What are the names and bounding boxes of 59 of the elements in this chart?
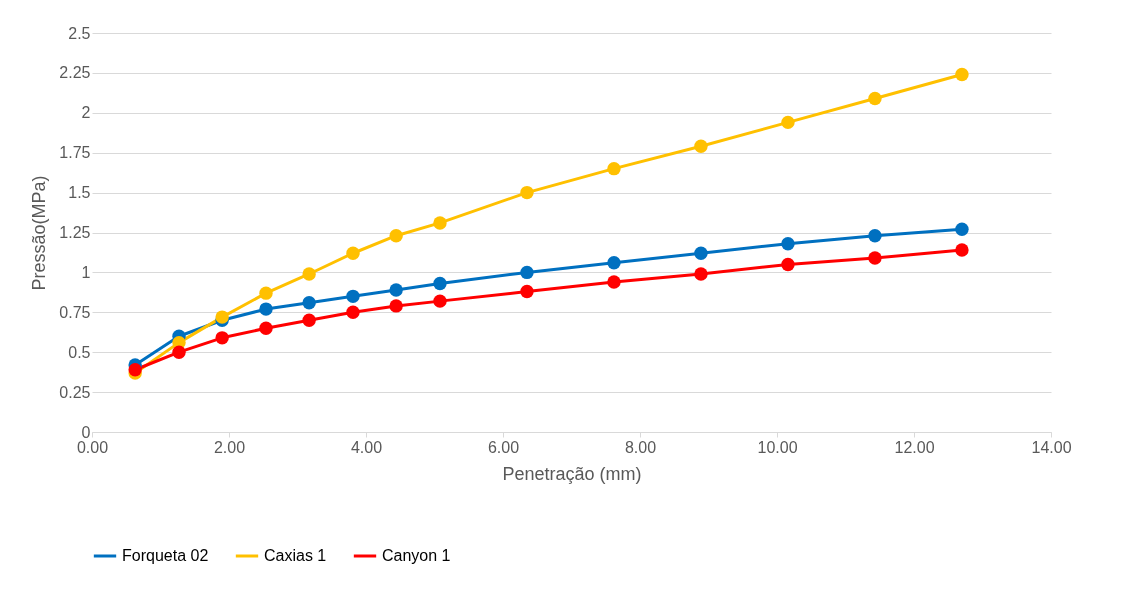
point — [694, 246, 708, 260]
point — [346, 305, 360, 319]
point — [607, 161, 621, 176]
point — [346, 289, 360, 304]
point — [607, 275, 621, 289]
x-tick-label: 12.00 — [894, 438, 935, 456]
y-tick-label: 0.75 — [59, 303, 91, 321]
point — [607, 256, 621, 270]
point — [868, 251, 882, 265]
point — [389, 283, 403, 297]
y-tick-label: 1.25 — [59, 224, 91, 241]
y-tick-label: 2.25 — [59, 64, 91, 82]
point — [694, 267, 708, 281]
y-tick-label: 0.25 — [59, 383, 91, 401]
y-tick-label: 1 — [81, 263, 91, 281]
point — [781, 115, 795, 130]
point — [955, 243, 969, 257]
x-tick-label: 10.00 — [757, 438, 798, 456]
point — [433, 294, 447, 308]
point — [868, 91, 882, 106]
point — [868, 229, 882, 243]
y-tick-label: 0 — [81, 423, 91, 441]
y-axis-title: Pressão(MPa) — [29, 175, 50, 291]
point — [172, 345, 186, 359]
point — [520, 185, 534, 200]
point — [302, 313, 316, 327]
x-tick-label: 6.00 — [487, 438, 520, 456]
x-tick-label: 2.00 — [213, 438, 246, 456]
y-tick-label: 0.5 — [68, 343, 91, 361]
point — [433, 216, 447, 230]
point — [433, 276, 447, 291]
point — [302, 296, 316, 310]
x-axis-title: Penetração (mm) — [502, 463, 642, 484]
y-tick-label: 1.75 — [59, 144, 91, 162]
point — [520, 265, 534, 280]
x-tick-label: 0.00 — [76, 438, 109, 456]
point — [694, 139, 708, 154]
x-tick-label: 4.00 — [350, 438, 383, 456]
point — [259, 302, 273, 316]
legend-label: Caxias 1 — [264, 547, 327, 564]
legend-label: Forqueta 02 — [122, 547, 209, 564]
point — [520, 284, 534, 299]
point — [389, 299, 403, 313]
point — [302, 267, 316, 281]
y-tick-label: 2.5 — [68, 24, 91, 42]
x-tick-label: 14.00 — [1031, 438, 1072, 456]
point — [389, 229, 403, 243]
point — [955, 222, 969, 236]
point — [346, 246, 360, 260]
y-tick-label: 2 — [81, 104, 91, 122]
legend-label: Canyon 1 — [382, 547, 451, 564]
point — [259, 286, 273, 300]
point — [781, 257, 795, 272]
point — [781, 236, 795, 251]
y-tick-label: 1.5 — [68, 184, 91, 202]
x-tick-label: 8.00 — [624, 438, 657, 456]
point — [955, 67, 969, 82]
point — [215, 331, 229, 345]
point — [259, 321, 273, 335]
